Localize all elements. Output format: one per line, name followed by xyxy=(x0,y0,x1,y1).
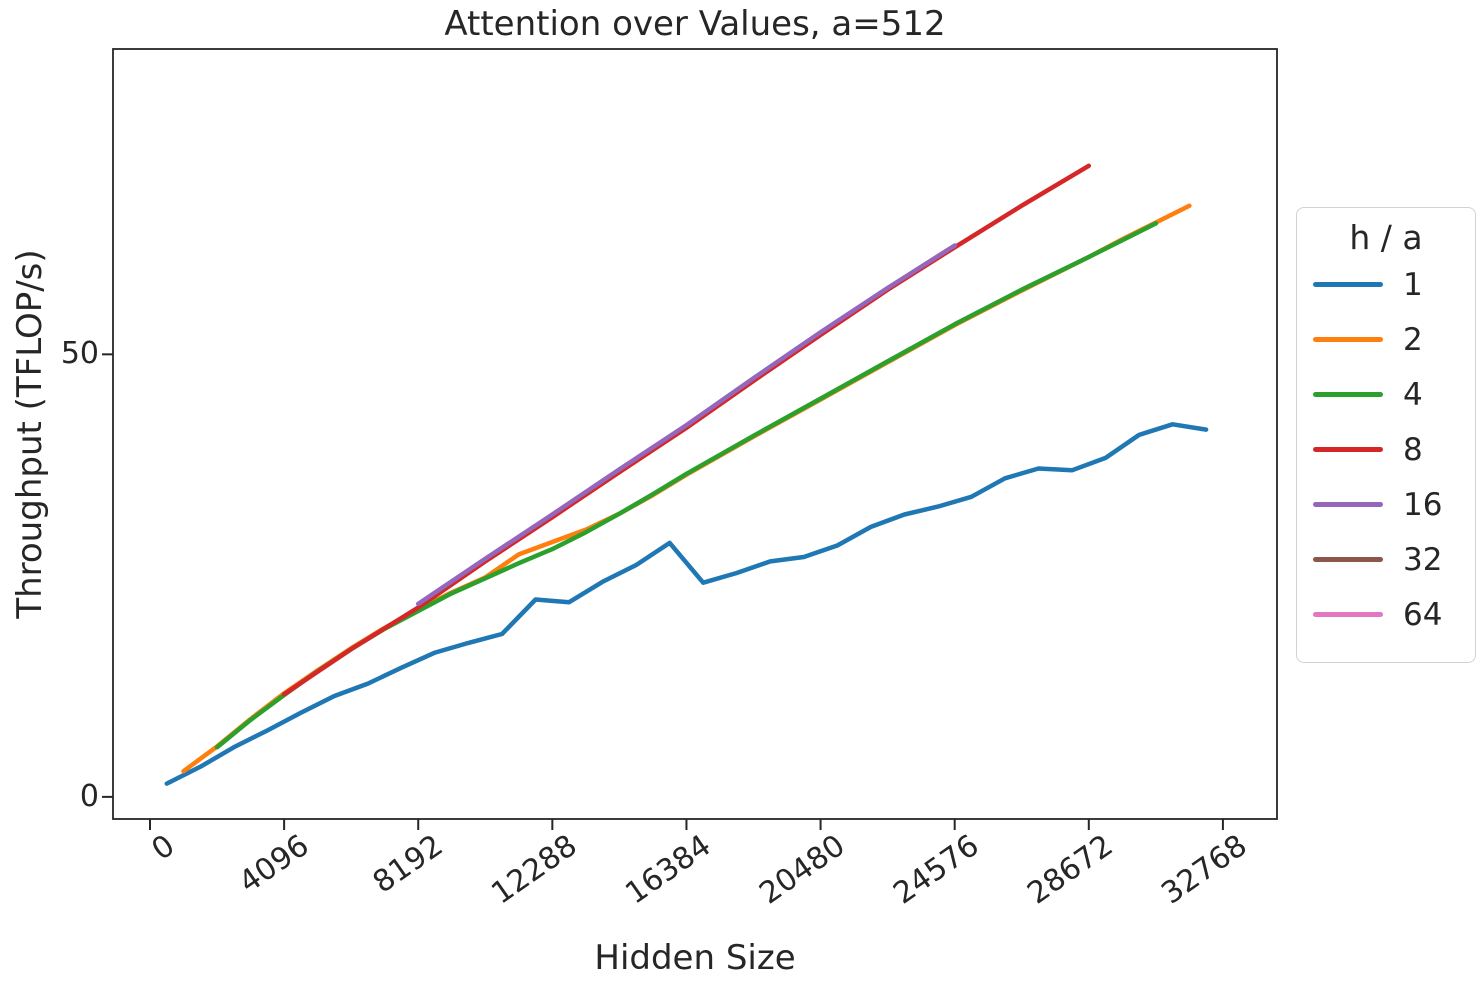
series-line-1 xyxy=(164,422,1209,786)
legend-entry-label: 8 xyxy=(1403,431,1423,468)
series-line-4 xyxy=(214,221,1159,750)
legend-entry-64: 64 xyxy=(1297,587,1475,642)
series-line-2 xyxy=(181,203,1192,774)
x-axis-label: Hidden Size xyxy=(594,938,796,978)
legend-title: h / a xyxy=(1349,218,1423,257)
legend-line-swatch-1 xyxy=(1313,282,1383,287)
chart-title: Attention over Values, a=512 xyxy=(444,4,946,44)
axes-spines xyxy=(112,48,1278,820)
legend-line-swatch-16 xyxy=(1313,502,1383,507)
legend-entry-label: 4 xyxy=(1403,376,1423,413)
legend-entry-2: 2 xyxy=(1297,312,1475,367)
legend-entry-8: 8 xyxy=(1297,422,1475,477)
legend-entry-label: 1 xyxy=(1403,266,1423,303)
legend-entry-4: 4 xyxy=(1297,367,1475,422)
legend-line-swatch-2 xyxy=(1313,337,1383,342)
series-line-16 xyxy=(415,243,957,607)
legend-entry-1: 1 xyxy=(1297,257,1475,312)
legend-entry-16: 16 xyxy=(1297,477,1475,532)
legend-entries: 1 2 4 8 16 32 64 xyxy=(1297,257,1475,642)
legend-line-swatch-8 xyxy=(1313,447,1383,452)
series-line-8 xyxy=(281,163,1092,697)
y-tick-label: 0 xyxy=(79,778,99,814)
y-tick-label: 50 xyxy=(60,336,99,372)
legend-line-swatch-64 xyxy=(1313,612,1383,617)
legend-entry-32: 32 xyxy=(1297,532,1475,587)
legend-entry-label: 64 xyxy=(1403,596,1443,633)
legend-entry-label: 32 xyxy=(1403,541,1443,578)
legend-line-swatch-4 xyxy=(1313,392,1383,397)
legend: h / a 1 2 4 8 16 32 64 xyxy=(1296,207,1476,663)
legend-entry-label: 16 xyxy=(1403,486,1443,523)
legend-line-swatch-32 xyxy=(1313,557,1383,562)
legend-entry-label: 2 xyxy=(1403,321,1423,358)
